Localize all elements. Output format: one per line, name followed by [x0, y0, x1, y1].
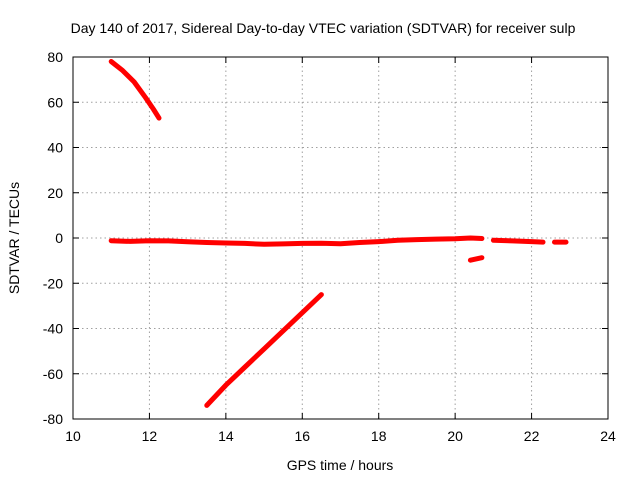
data-series — [108, 59, 569, 408]
series-segment-2 — [204, 292, 324, 408]
x-tick-label: 22 — [524, 428, 540, 444]
y-tick-label: 20 — [47, 185, 63, 201]
y-axis-label: SDTVAR / TECUs — [6, 182, 22, 294]
x-tick-label: 14 — [218, 428, 234, 444]
x-tick-label: 18 — [371, 428, 387, 444]
y-tick-label: 60 — [47, 94, 63, 110]
x-tick-label: 12 — [142, 428, 158, 444]
x-tick-label: 24 — [600, 428, 616, 444]
y-tick-label: -20 — [43, 275, 63, 291]
series-segment-3 — [108, 235, 485, 247]
y-tick-label: 80 — [47, 49, 63, 65]
x-axis-label: GPS time / hours — [287, 457, 394, 473]
series-segment-4 — [467, 255, 485, 263]
x-tick-label: 20 — [447, 428, 463, 444]
axis-ticks: 10 12 14 16 18 20 22 24 -80 -60 -40 -20 0 20 40 60 80 — [43, 49, 616, 444]
y-tick-label: 40 — [47, 140, 63, 156]
y-tick-label: -40 — [43, 321, 63, 337]
series-segment-5 — [490, 237, 546, 245]
x-tick-label: 16 — [294, 428, 310, 444]
x-tick-label: 10 — [65, 428, 81, 444]
y-tick-label: -80 — [43, 411, 63, 427]
series-segment-1 — [108, 59, 162, 121]
chart-title: Day 140 of 2017, Sidereal Day-to-day VTE… — [71, 20, 576, 36]
y-tick-label: -60 — [43, 366, 63, 382]
y-tick-label: 0 — [55, 230, 63, 246]
grid — [73, 57, 608, 419]
